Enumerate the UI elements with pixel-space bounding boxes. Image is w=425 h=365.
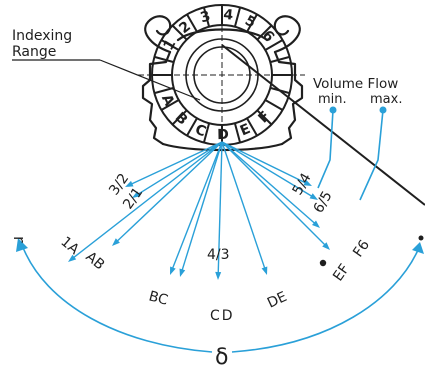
indexing-range-leader-diagonal [99,59,201,101]
position-ray [221,141,266,270]
segment-divider [256,24,273,41]
volume-flow-min-label: min. [318,92,347,107]
segment-divider [233,123,242,143]
segment-divider [270,55,290,64]
segment-divider [160,99,180,111]
delta-arc-arrow-left [16,238,28,252]
segment-number-1: 1 [161,37,180,53]
position-ray [171,141,223,270]
position-ray-arrowhead [132,191,141,198]
position-ray-arrowhead [112,238,120,246]
position-ray-arrowhead [312,220,320,228]
position-label-cd: CD [210,308,235,324]
marker-dot [319,259,327,267]
segment-divider [264,99,284,111]
position-label-5-4: 5/4 [290,170,315,198]
segment-number-6: 6 [259,28,278,46]
dial-pointer [221,44,425,206]
segment-divider [256,109,273,126]
segment-number-3: 3 [199,8,213,26]
segment-letter-a: A [158,92,177,109]
position-label-6-5: 6/5 [311,188,336,216]
segment-divider [264,39,284,51]
center-crosshair [138,8,305,152]
volume-flow-max-dot [379,106,387,114]
volume-flow-label: Volume Flow [313,76,398,92]
segment-divider [186,13,198,33]
segment-divider [171,24,188,41]
position-ray-arrowhead [170,266,176,275]
position-ray-arrowhead [322,242,330,250]
volume-flow-max-label: max. [370,92,402,107]
position-ray-arrowhead [261,266,268,275]
segment-divider [233,7,242,27]
segment-number-5: 5 [242,13,258,32]
position-ray-arrowhead [179,268,186,277]
position-ray [130,141,223,186]
segment-dividers [152,5,292,145]
indexing-label-line2: Range [12,44,56,60]
segment-number-4: 4 [223,7,235,24]
position-ray [72,141,223,259]
delta-arc-arrow-right [412,242,424,254]
indexing-label-line1: Indexing [12,28,72,44]
position-label-de: DE [265,289,290,312]
delta-arc [21,244,419,353]
segment-divider [246,13,258,33]
position-ray-arrowhead [68,254,77,262]
position-ray [221,141,307,185]
volume-flow-min-dot [329,106,337,114]
volume-flow-min-leader [317,109,334,189]
segment-divider [202,7,211,27]
position-ray-arrowhead [215,271,222,280]
position-rays [68,141,330,280]
position-ray [181,141,223,272]
position-label-f6: F6 [350,237,373,260]
position-ray-arrowhead [309,193,318,200]
segment-divider [246,117,258,137]
position-ray [136,141,223,196]
edge-dot [418,235,424,241]
position-ray [115,141,223,243]
position-ray [221,141,327,247]
segment-letter-d: D [217,127,229,143]
position-ray-arrowhead [125,180,134,187]
position-label-bc: BC [147,288,170,308]
position-ray-arrowhead [303,179,312,186]
segment-divider [202,123,211,143]
delta-label: δ [215,345,228,365]
position-ray [217,141,223,275]
segment-divider [186,117,198,137]
position-ray [221,141,314,198]
position-label-4-3: 4/3 [207,247,230,263]
position-label-ef: EF [330,261,353,284]
position-ray [221,141,316,225]
position-label-ab: AB [82,249,107,274]
volume-flow-max-leader [359,109,384,201]
segment-divider [171,109,188,126]
segment-divider [154,55,174,64]
left-edge-mark: r [10,236,29,243]
volume-flow-markers [317,106,387,201]
segment-divider [160,39,180,51]
